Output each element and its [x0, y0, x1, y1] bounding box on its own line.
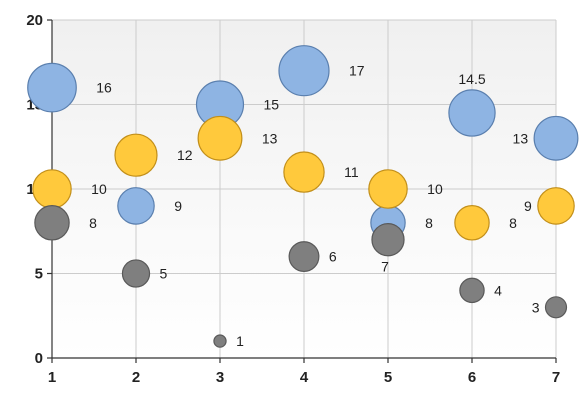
- bubble: [454, 205, 490, 241]
- data-label: 14.5: [458, 71, 485, 87]
- bubble: [213, 334, 227, 348]
- x-tick-label: 7: [552, 369, 560, 386]
- x-tick-label: 4: [300, 369, 309, 386]
- data-label: 17: [349, 63, 365, 79]
- bubble: [283, 151, 325, 193]
- data-label: 3: [532, 299, 540, 315]
- bubble: [27, 62, 77, 113]
- y-tick-label: 20: [26, 12, 43, 29]
- data-label: 8: [89, 215, 97, 231]
- data-label: 13: [513, 130, 529, 146]
- bubble: [533, 115, 579, 161]
- data-label: 6: [329, 249, 337, 265]
- bubble: [371, 223, 405, 257]
- data-label: 4: [494, 282, 502, 298]
- data-label: 1: [236, 333, 244, 349]
- bubble: [448, 89, 496, 137]
- data-label: 9: [174, 198, 182, 214]
- data-label: 10: [427, 181, 443, 197]
- data-label: 11: [344, 164, 359, 180]
- data-label: 8: [425, 215, 433, 231]
- x-tick-label: 6: [468, 369, 476, 386]
- bubble: [459, 277, 485, 304]
- bubble: [537, 187, 575, 225]
- data-label: 5: [160, 266, 168, 282]
- data-label: 16: [96, 80, 112, 96]
- bubble: [121, 259, 151, 288]
- data-label: 7: [381, 259, 389, 275]
- y-tick-label: 5: [35, 266, 43, 283]
- bubble: [117, 187, 155, 225]
- bubble: [32, 169, 72, 209]
- data-label: 15: [263, 97, 279, 113]
- data-label: 12: [177, 147, 193, 163]
- x-tick-label: 3: [216, 369, 224, 386]
- x-tick-label: 5: [384, 369, 392, 386]
- bubble: [34, 205, 70, 241]
- x-tick-label: 1: [48, 369, 56, 386]
- bubble: [114, 133, 158, 177]
- y-tick-label: 0: [35, 350, 43, 367]
- data-label: 8: [509, 215, 517, 231]
- bubble: [197, 115, 243, 161]
- x-tick-label: 2: [132, 369, 140, 386]
- data-label: 13: [262, 130, 278, 146]
- bubble: [288, 241, 320, 273]
- bubble: [278, 45, 330, 97]
- bubble: [368, 169, 408, 209]
- bubble: [544, 296, 568, 319]
- data-label: 9: [524, 198, 532, 214]
- data-label: 10: [91, 181, 107, 197]
- bubble-layer: [27, 45, 579, 348]
